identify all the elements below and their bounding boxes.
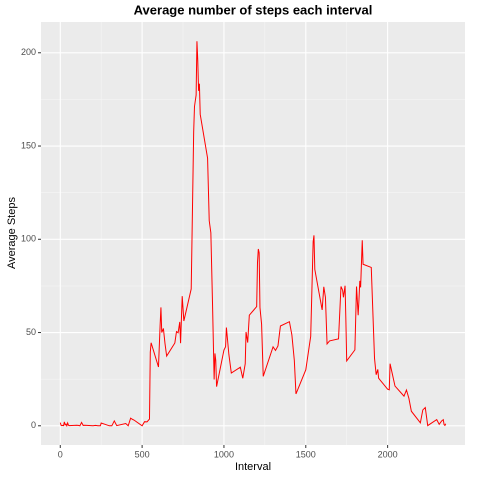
y-axis-title: Average Steps (6, 197, 18, 269)
y-tick-label: 50 (26, 327, 36, 337)
x-tick-label: 1500 (296, 449, 316, 459)
chart-title: Average number of steps each interval (134, 2, 373, 17)
panel (41, 22, 465, 445)
data-line (59, 41, 447, 428)
x-tick-label: 0 (58, 449, 63, 459)
y-tick-label: 0 (31, 420, 36, 430)
x-tick-label: 1000 (214, 449, 234, 459)
y-tick-label: 100 (21, 234, 36, 244)
x-axis-title: Interval (235, 461, 271, 473)
x-tick-label: 2000 (378, 449, 398, 459)
y-tick-label: 200 (21, 47, 36, 57)
y-tick-label: 150 (21, 140, 36, 150)
x-tick-label: 500 (135, 449, 150, 459)
